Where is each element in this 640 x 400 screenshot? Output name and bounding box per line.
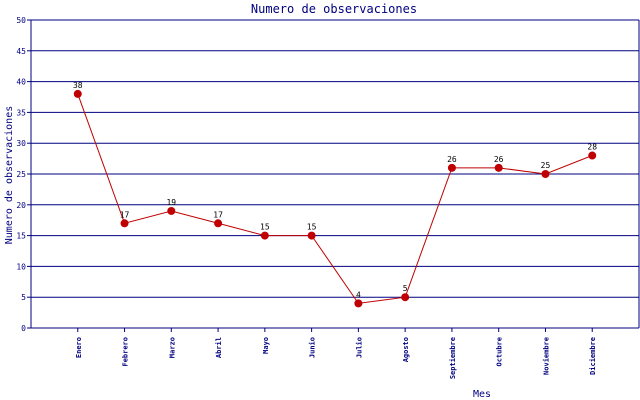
y-tick-label-9: 45	[16, 47, 26, 56]
data-point-5	[307, 231, 316, 240]
x-tick-label-8: Septiembre	[449, 337, 457, 379]
data-point-11	[588, 151, 597, 160]
x-tick-label-3: Abril	[215, 337, 223, 358]
series-line-0	[77, 93, 593, 304]
data-label-4: 15	[260, 223, 270, 232]
series-1	[73, 89, 597, 308]
x-tick-label-0: Enero	[75, 337, 83, 358]
data-label-0: 38	[73, 81, 83, 90]
data-label-10: 25	[541, 161, 551, 170]
y-tick-label-5: 25	[16, 170, 26, 179]
y-tick-label-10: 50	[16, 16, 26, 25]
y-tick-label-1: 5	[21, 293, 26, 302]
y-tick-label-6: 30	[16, 139, 26, 148]
data-label-11: 28	[587, 143, 597, 152]
data-point-7	[401, 293, 410, 302]
data-point-9	[494, 163, 503, 172]
grid-lines	[27, 19, 639, 329]
data-labels: 38 17 19 17 15 15 4 5 26 26 25 28	[73, 81, 597, 299]
y-tick-label-2: 10	[16, 262, 26, 271]
x-tick-label-5: Junio	[309, 337, 317, 358]
data-label-8: 26	[447, 155, 457, 164]
data-point-10	[541, 170, 550, 178]
y-tick-label-3: 15	[16, 232, 26, 241]
x-tick-label-7: Agosto	[402, 337, 410, 362]
data-label-3: 17	[213, 210, 223, 219]
data-label-9: 26	[494, 155, 504, 164]
y-tick-labels: 0 5 10 15 20 25 30 35 40 45 50	[16, 16, 26, 333]
data-label-6: 4	[356, 290, 361, 299]
axes	[30, 20, 640, 332]
data-point-6	[354, 299, 363, 308]
data-point-1	[120, 219, 129, 228]
data-label-2: 19	[166, 198, 176, 207]
data-point-3	[214, 219, 223, 228]
data-point-4	[260, 231, 269, 240]
x-tick-label-6: Julio	[355, 337, 363, 358]
data-point-0	[73, 89, 82, 98]
x-tick-label-10: Noviembre	[542, 337, 550, 375]
x-tick-label-2: Marzo	[168, 337, 176, 358]
x-tick-label-11: Diciembre	[589, 337, 597, 375]
data-label-1: 17	[120, 210, 130, 219]
x-axis-label: Mes	[473, 389, 491, 400]
data-label-7: 5	[403, 284, 408, 293]
y-axis-label: Numero de observaciones	[4, 106, 15, 244]
data-label-5: 15	[307, 223, 317, 232]
y-tick-label-8: 40	[16, 78, 26, 87]
chart-title: Numero de observaciones	[251, 2, 417, 16]
x-tick-labels: Enero Febrero Marzo Abril Mayo Junio Julio Agos…	[75, 337, 597, 379]
data-point-2	[167, 206, 176, 215]
y-tick-label-4: 20	[16, 201, 26, 210]
x-tick-label-9: Octubre	[496, 337, 504, 367]
x-tick-label-4: Mayo	[262, 337, 270, 354]
data-point-8	[447, 163, 456, 172]
y-tick-label-0: 0	[21, 324, 26, 333]
x-tick-label-1: Febrero	[122, 337, 130, 367]
y-tick-label-7: 35	[16, 108, 26, 117]
